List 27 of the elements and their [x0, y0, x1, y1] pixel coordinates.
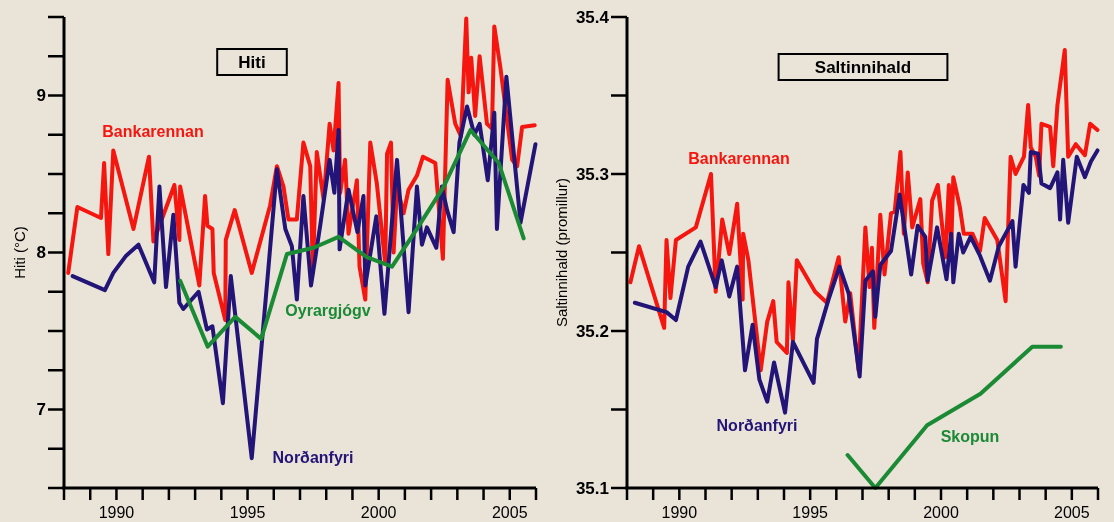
x-tick-label: 2000 — [923, 504, 959, 521]
series-label: Norðanfyri — [272, 448, 354, 466]
y-tick-label: 35.2 — [575, 321, 609, 341]
x-tick-label: 1990 — [98, 504, 135, 521]
y-tick-label: 35.4 — [575, 7, 610, 27]
text: Saltinnihald — [814, 57, 912, 77]
y-axis-title: Hiti (°C) — [11, 226, 29, 279]
x-tick-label: 2000 — [360, 504, 397, 521]
series-label: Bankarennan — [102, 122, 204, 140]
y-axis-title: Saltinnihald (promillur) — [553, 177, 571, 328]
line-series — [845, 344, 1063, 490]
y-tick-label: 8 — [36, 243, 46, 263]
y-tick-label: 7 — [36, 400, 46, 420]
x-tick-label: 2005 — [1054, 504, 1090, 521]
y-tick-label: 35.1 — [575, 478, 609, 498]
x-tick-label: 1990 — [661, 504, 698, 521]
line-series — [632, 148, 1100, 415]
x-tick-label: 1995 — [792, 504, 829, 521]
x-tick-label: 2005 — [491, 504, 528, 521]
series-label: Oyrargjógv — [285, 301, 371, 319]
y-tick-label: 35.3 — [575, 164, 609, 184]
x-tick-label: 1995 — [229, 504, 266, 521]
series-label: Norðanfyri — [716, 416, 798, 434]
text: Hiti — [238, 52, 266, 72]
y-tick-label: 9 — [36, 86, 46, 106]
series-label: Skopun — [940, 427, 1000, 445]
series-label: Bankarennan — [688, 149, 790, 167]
